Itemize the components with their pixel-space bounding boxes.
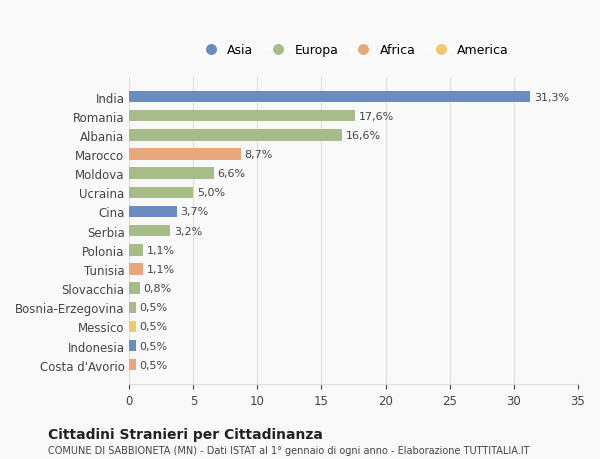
Bar bbox=[130, 302, 136, 313]
Text: 3,7%: 3,7% bbox=[181, 207, 209, 217]
Bar bbox=[130, 111, 355, 122]
Bar bbox=[130, 263, 143, 275]
Bar bbox=[130, 130, 342, 141]
Bar bbox=[130, 245, 143, 256]
Text: 17,6%: 17,6% bbox=[359, 112, 394, 122]
Bar bbox=[130, 321, 136, 332]
Bar bbox=[130, 187, 193, 199]
Bar bbox=[130, 359, 136, 371]
Text: 0,5%: 0,5% bbox=[140, 341, 168, 351]
Bar bbox=[130, 206, 177, 218]
Text: 1,1%: 1,1% bbox=[147, 245, 175, 255]
Text: 31,3%: 31,3% bbox=[534, 92, 569, 102]
Text: Cittadini Stranieri per Cittadinanza: Cittadini Stranieri per Cittadinanza bbox=[48, 427, 323, 442]
Text: 0,5%: 0,5% bbox=[140, 302, 168, 313]
Bar bbox=[130, 92, 530, 103]
Bar bbox=[130, 225, 170, 237]
Text: 6,6%: 6,6% bbox=[218, 169, 246, 179]
Bar bbox=[130, 340, 136, 352]
Text: 0,5%: 0,5% bbox=[140, 322, 168, 332]
Text: 16,6%: 16,6% bbox=[346, 130, 381, 140]
Text: 0,5%: 0,5% bbox=[140, 360, 168, 370]
Text: 8,7%: 8,7% bbox=[245, 150, 273, 160]
Text: 3,2%: 3,2% bbox=[174, 226, 202, 236]
Text: COMUNE DI SABBIONETA (MN) - Dati ISTAT al 1° gennaio di ogni anno - Elaborazione: COMUNE DI SABBIONETA (MN) - Dati ISTAT a… bbox=[48, 446, 530, 455]
Text: 1,1%: 1,1% bbox=[147, 264, 175, 274]
Bar bbox=[130, 149, 241, 160]
Text: 0,8%: 0,8% bbox=[143, 284, 172, 293]
Text: 5,0%: 5,0% bbox=[197, 188, 226, 198]
Bar bbox=[130, 168, 214, 179]
Legend: Asia, Europa, Africa, America: Asia, Europa, Africa, America bbox=[199, 44, 509, 57]
Bar bbox=[130, 283, 140, 294]
